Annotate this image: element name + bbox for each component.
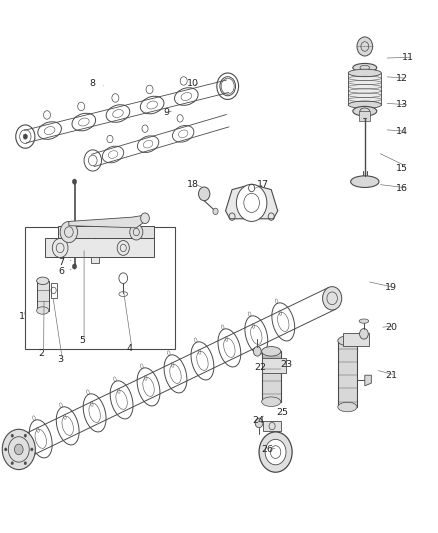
Circle shape — [2, 429, 35, 470]
Text: 11: 11 — [403, 53, 414, 62]
Text: 13: 13 — [396, 100, 408, 109]
Text: 6: 6 — [58, 268, 64, 276]
Circle shape — [52, 238, 68, 257]
Circle shape — [14, 444, 23, 455]
Text: 26: 26 — [261, 445, 273, 454]
Text: 3: 3 — [57, 355, 63, 364]
Text: 24: 24 — [252, 416, 264, 425]
Circle shape — [72, 179, 77, 184]
Polygon shape — [226, 184, 278, 219]
Text: 19: 19 — [385, 283, 397, 292]
Text: 18: 18 — [187, 180, 199, 189]
Ellipse shape — [338, 402, 357, 412]
Circle shape — [357, 37, 373, 56]
Text: 12: 12 — [396, 74, 408, 83]
Bar — [348, 73, 381, 105]
Circle shape — [360, 328, 368, 339]
Text: 9: 9 — [164, 108, 170, 117]
Circle shape — [117, 240, 129, 255]
Bar — [359, 111, 371, 120]
Text: 10: 10 — [187, 79, 199, 88]
Circle shape — [91, 222, 99, 233]
Text: 2: 2 — [39, 350, 44, 359]
Circle shape — [213, 208, 218, 215]
Circle shape — [237, 184, 267, 221]
Text: 21: 21 — [385, 370, 397, 379]
Text: 1: 1 — [19, 312, 25, 321]
Ellipse shape — [261, 346, 281, 356]
Ellipse shape — [348, 101, 381, 109]
Ellipse shape — [37, 277, 49, 285]
Ellipse shape — [261, 397, 281, 407]
Text: 7: 7 — [58, 258, 64, 266]
Circle shape — [23, 134, 28, 139]
Text: 14: 14 — [396, 127, 408, 136]
Circle shape — [322, 287, 342, 310]
Circle shape — [31, 448, 33, 451]
Circle shape — [4, 448, 7, 451]
Circle shape — [198, 187, 210, 201]
Circle shape — [72, 264, 77, 269]
Bar — [50, 284, 57, 298]
Text: 5: 5 — [79, 336, 85, 345]
Bar — [263, 421, 281, 431]
Ellipse shape — [360, 65, 370, 70]
Ellipse shape — [348, 69, 381, 77]
Bar — [45, 238, 154, 257]
Circle shape — [130, 224, 143, 240]
Text: 17: 17 — [257, 180, 268, 189]
Text: 16: 16 — [396, 183, 408, 192]
Circle shape — [60, 221, 78, 243]
Text: 22: 22 — [254, 363, 266, 372]
Bar — [343, 333, 369, 346]
Circle shape — [24, 434, 27, 437]
Circle shape — [255, 418, 263, 427]
Circle shape — [141, 213, 149, 223]
Polygon shape — [69, 215, 145, 228]
Circle shape — [259, 432, 292, 472]
Text: 20: 20 — [385, 323, 397, 332]
Ellipse shape — [359, 319, 369, 323]
Text: 23: 23 — [280, 360, 293, 369]
Circle shape — [253, 346, 261, 356]
Ellipse shape — [351, 176, 379, 188]
Circle shape — [265, 439, 286, 465]
Circle shape — [11, 462, 14, 465]
Ellipse shape — [353, 63, 377, 72]
Polygon shape — [365, 375, 371, 386]
Ellipse shape — [338, 336, 357, 345]
Bar — [37, 281, 49, 311]
Bar — [91, 257, 99, 263]
Ellipse shape — [37, 307, 49, 314]
Text: 25: 25 — [276, 408, 288, 417]
Text: 8: 8 — [90, 79, 96, 88]
Ellipse shape — [360, 108, 370, 114]
Bar — [338, 341, 357, 407]
Text: 15: 15 — [396, 164, 408, 173]
Bar — [261, 358, 286, 373]
Text: 4: 4 — [127, 344, 133, 353]
Ellipse shape — [353, 107, 377, 116]
Circle shape — [11, 434, 14, 437]
Bar — [58, 225, 154, 238]
Circle shape — [24, 462, 27, 465]
Bar — [261, 351, 281, 402]
Circle shape — [8, 437, 29, 462]
